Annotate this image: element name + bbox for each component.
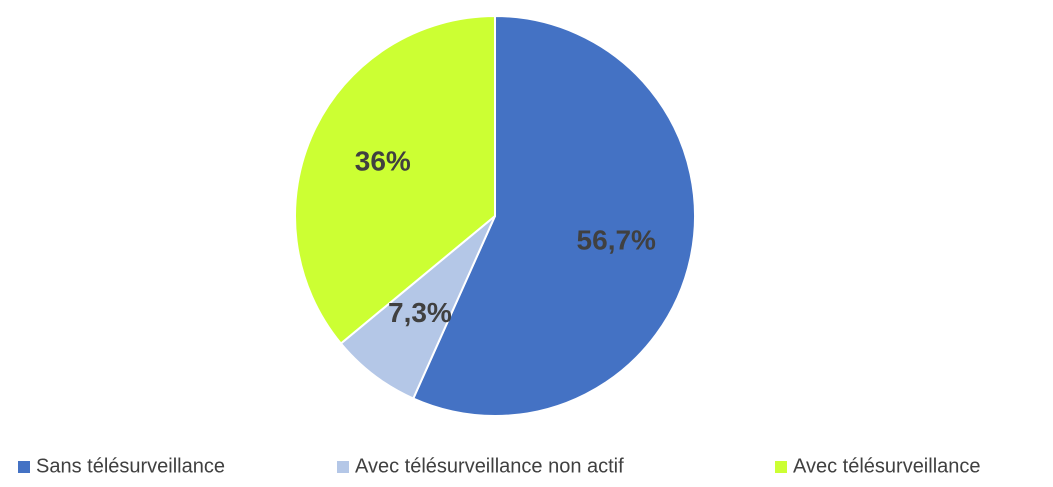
- legend-swatch: [775, 461, 787, 473]
- legend-label: Sans télésurveillance: [36, 455, 225, 477]
- legend-swatch: [18, 461, 30, 473]
- data-label: 7,3%: [388, 297, 452, 328]
- pie-slice: [411, 14, 696, 417]
- pie-slice: [294, 14, 496, 345]
- data-label: 36%: [355, 146, 411, 177]
- legend-label: Avec télésurveillance: [793, 455, 981, 477]
- legend-label: Avec télésurveillance non actif: [355, 455, 624, 477]
- legend-swatch: [337, 461, 349, 473]
- data-label: 56,7%: [577, 224, 656, 255]
